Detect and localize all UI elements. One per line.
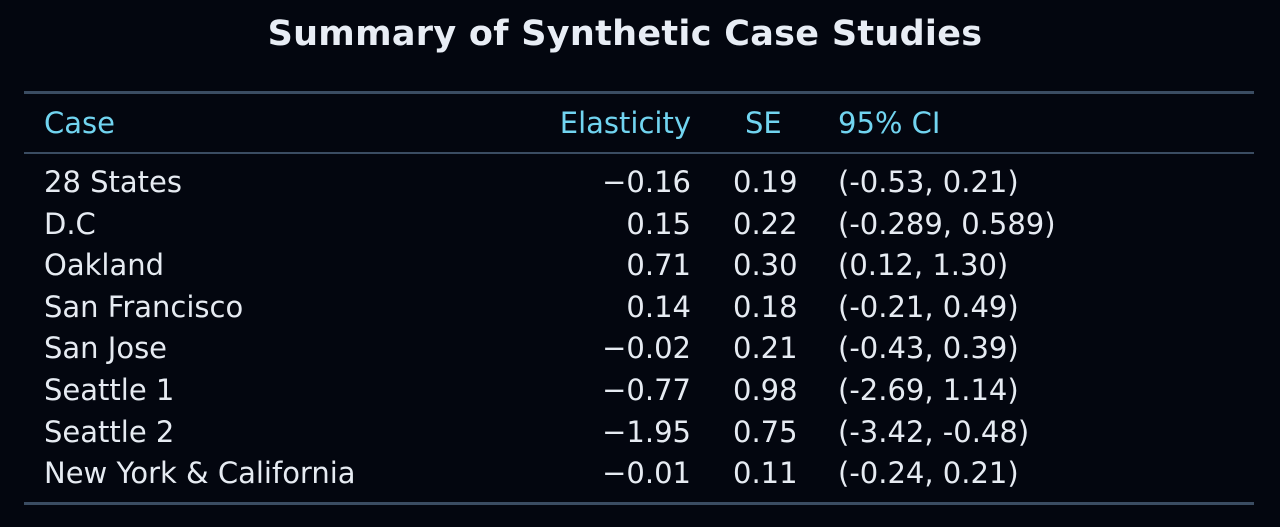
cell-case: San Jose [44,331,168,366]
cell-case: New York & California [44,456,356,491]
cell-elasticity: 0.71 [626,248,691,283]
column-header-se: SE [745,106,782,140]
cell-case: San Francisco [44,289,244,324]
cell-case: 28 States [44,165,182,199]
table-top-rule [24,91,1254,94]
cell-ci: (-0.43, 0.39) [838,331,1019,366]
cell-se: 0.21 [733,331,798,366]
cell-elasticity: 0.14 [626,289,691,324]
column-header-case: Case [44,106,115,140]
cell-ci: (-2.69, 1.14) [838,373,1019,407]
cell-se: 0.30 [733,248,798,283]
table-row: New York & California −0.01 0.11 (-0.24, 0.… [0,453,1280,493]
column-header-ci: 95% CI [838,106,941,140]
cell-ci: (-0.21, 0.49) [838,289,1019,324]
table-row: San Francisco 0.14 0.18 (-0.21, 0.49) [0,287,1280,327]
cell-case: Seattle 1 [44,373,175,407]
table-bottom-rule [24,502,1254,505]
cell-ci: (-0.289, 0.589) [838,206,1056,241]
cell-se: 0.19 [733,165,798,199]
cell-se: 0.18 [733,289,798,324]
table-row: San Jose −0.02 0.21 (-0.43, 0.39) [0,328,1280,368]
cell-case: Seattle 2 [44,414,175,449]
table-header-rule [24,152,1254,154]
cell-se: 0.98 [733,373,798,407]
table-row: Seattle 2 −1.95 0.75 (-3.42, -0.48) [0,412,1280,452]
cell-elasticity: 0.15 [626,206,691,241]
table-header-row: Case Elasticity SE 95% CI [0,103,1280,143]
table-row: Oakland 0.71 0.30 (0.12, 1.30) [0,245,1280,285]
cell-case: D.C [44,206,96,241]
cell-ci: (-3.42, -0.48) [838,414,1030,449]
column-header-elasticity: Elasticity [559,106,691,140]
table-row: D.C 0.15 0.22 (-0.289, 0.589) [0,204,1280,244]
cell-case: Oakland [44,248,165,283]
cell-ci: (0.12, 1.30) [838,248,1009,283]
cell-ci: (-0.24, 0.21) [838,456,1019,491]
table-row: Seattle 1 −0.77 0.98 (-2.69, 1.14) [0,370,1280,410]
cell-elasticity: −0.02 [602,331,691,366]
cell-se: 0.22 [733,206,798,241]
cell-elasticity: −0.16 [602,165,691,199]
cell-se: 0.75 [733,414,798,449]
cell-ci: (-0.53, 0.21) [838,165,1019,199]
cell-se: 0.11 [733,456,798,491]
cell-elasticity: −0.77 [602,373,691,407]
cell-elasticity: −1.95 [602,414,691,449]
page-title: Summary of Synthetic Case Studies [267,14,983,54]
table-row: 28 States −0.16 0.19 (-0.53, 0.21) [0,162,1280,202]
cell-elasticity: −0.01 [602,456,691,491]
